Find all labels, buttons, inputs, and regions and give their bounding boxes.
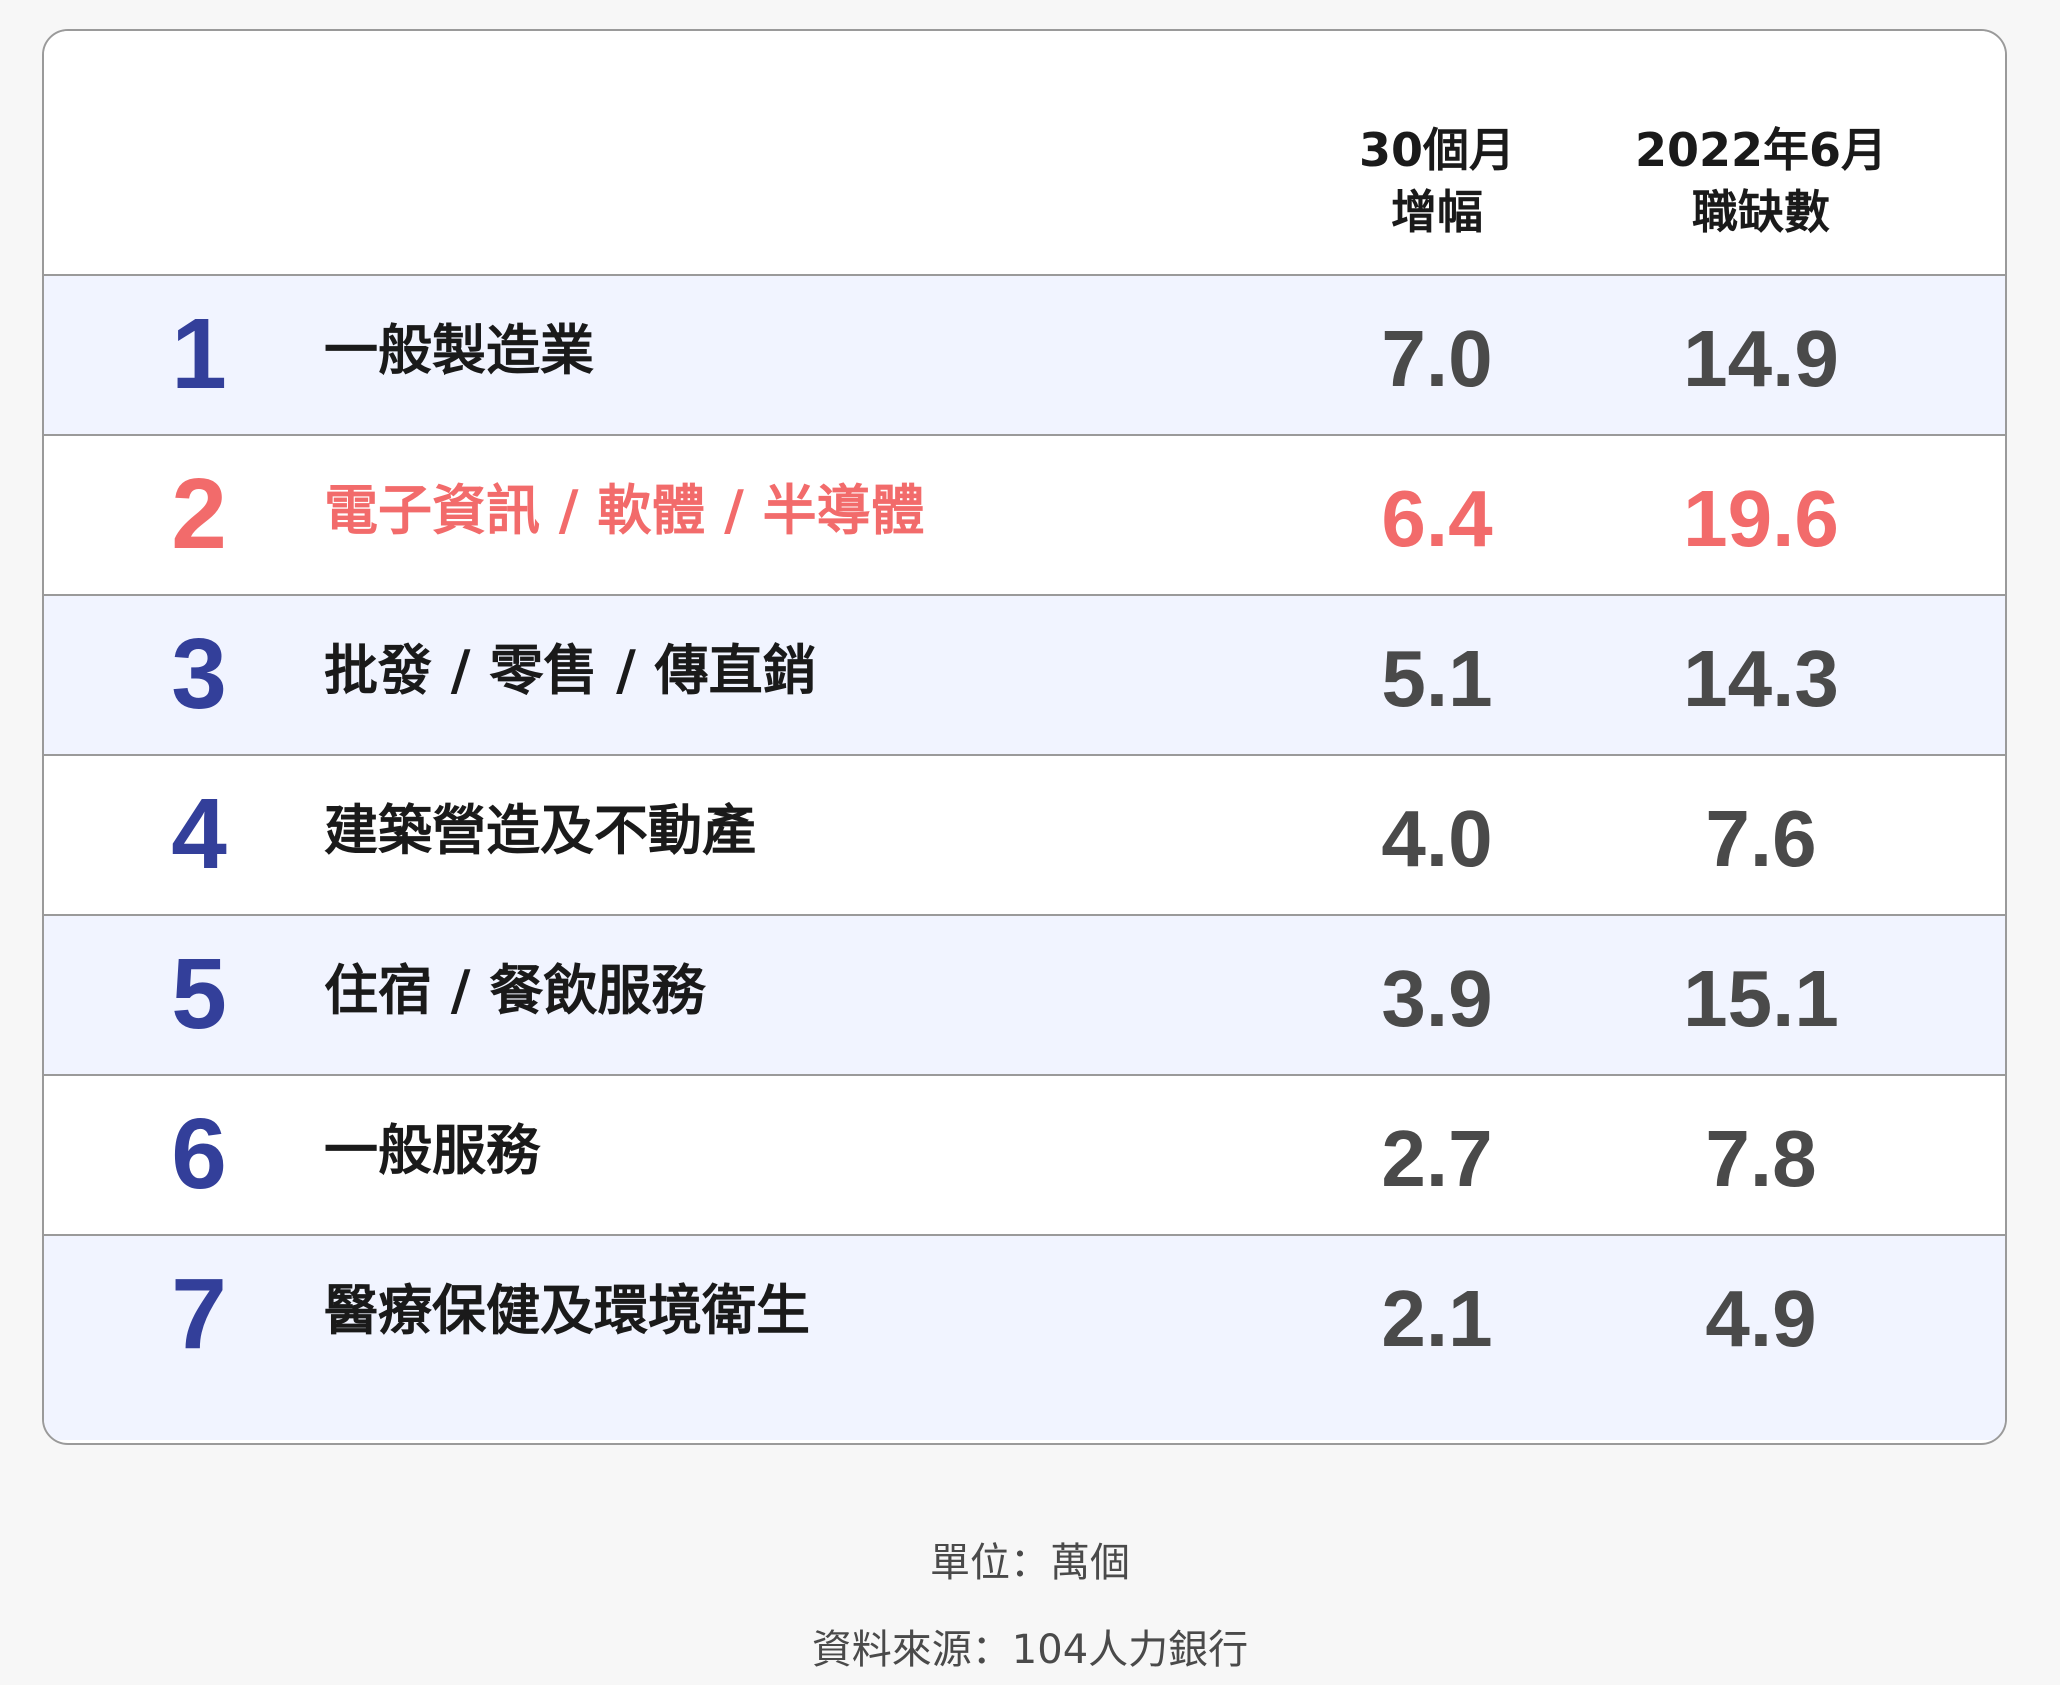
rank-number: 3 [171,618,227,730]
industry-name: 批發 / 零售 / 傳直銷 [324,639,817,702]
growth-value: 7.0 [1381,314,1493,403]
growth-value: 2.1 [1381,1274,1493,1363]
column-header-growth-line1: 30個月 [1358,123,1515,177]
table-row-highlighted: 2 電子資訊 / 軟體 / 半導體 6.4 19.6 [44,436,2005,596]
table-row: 5 住宿 / 餐飲服務 3.9 15.1 [44,916,2005,1076]
industry-name: 一般製造業 [324,319,594,382]
table-row: 3 批發 / 零售 / 傳直銷 5.1 14.3 [44,596,2005,756]
industry-name: 建築營造及不動產 [324,799,756,862]
rank-number: 1 [171,298,227,410]
table-header: 30個月 增幅 2022年6月 職缺數 [44,31,2005,276]
vacancy-value: 19.6 [1683,474,1839,563]
vacancy-value: 7.6 [1705,794,1817,883]
table-row: 7 醫療保健及環境衛生 2.1 4.9 [44,1236,2005,1440]
source-note: 資料來源：104人力銀行 [811,1627,1249,1673]
column-header-growth: 30個月 增幅 [1287,119,1587,243]
growth-value: 3.9 [1381,954,1493,1043]
column-header-vacancies: 2022年6月 職缺數 [1611,119,1911,243]
growth-value: 5.1 [1381,634,1493,723]
vacancy-value: 4.9 [1705,1274,1817,1363]
industry-name: 住宿 / 餐飲服務 [324,959,706,1022]
vacancy-value: 14.3 [1683,634,1839,723]
table-row: 4 建築營造及不動產 4.0 7.6 [44,756,2005,916]
industry-name: 一般服務 [324,1119,540,1182]
column-header-vacancies-line1: 2022年6月 [1634,123,1888,177]
rank-number: 2 [171,458,227,570]
ranking-table: 30個月 增幅 2022年6月 職缺數 1 一般製造業 7.0 14.9 2 電… [42,29,2007,1445]
industry-name: 電子資訊 / 軟體 / 半導體 [324,479,925,542]
vacancy-value: 14.9 [1683,314,1839,403]
rank-number: 4 [171,778,227,890]
column-header-growth-line2: 增幅 [1391,185,1483,239]
industry-name: 醫療保健及環境衛生 [324,1279,810,1342]
rank-number: 7 [171,1258,227,1370]
vacancy-value: 7.8 [1705,1114,1817,1203]
growth-value: 6.4 [1381,474,1493,563]
rank-number: 6 [171,1098,227,1210]
rank-number: 5 [171,938,227,1050]
table-row: 1 一般製造業 7.0 14.9 [44,276,2005,436]
vacancy-value: 15.1 [1683,954,1839,1043]
growth-value: 4.0 [1381,794,1493,883]
growth-value: 2.7 [1381,1114,1493,1203]
table-row: 6 一般服務 2.7 7.8 [44,1076,2005,1236]
unit-note: 單位：萬個 [930,1540,1130,1586]
column-header-vacancies-line2: 職缺數 [1692,185,1830,239]
